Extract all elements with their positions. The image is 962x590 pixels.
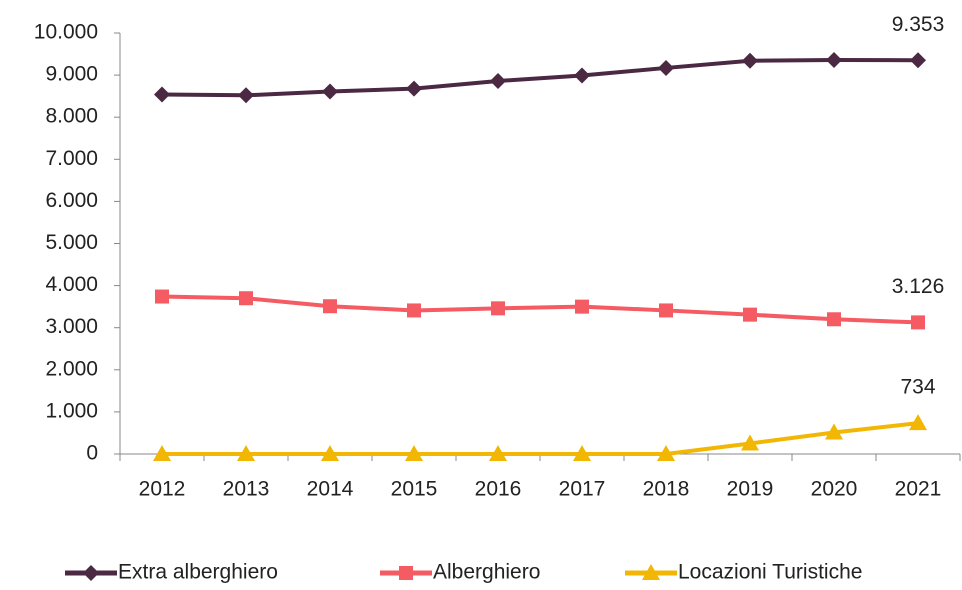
legend-label: Alberghiero — [433, 561, 540, 584]
data-label: 734 — [900, 376, 935, 399]
marker — [742, 52, 758, 69]
y-tick-label: 9.000 — [45, 63, 98, 86]
x-tick-label: 2018 — [643, 478, 690, 501]
marker — [491, 301, 505, 316]
marker — [154, 86, 170, 103]
y-tick-label: 1.000 — [45, 399, 98, 422]
marker — [657, 445, 675, 461]
marker — [237, 445, 255, 461]
y-tick-label: 6.000 — [45, 189, 98, 212]
marker — [489, 445, 507, 461]
x-tick-label: 2016 — [475, 478, 522, 501]
data-label: 3.126 — [892, 275, 945, 298]
y-tick-label: 4.000 — [45, 273, 98, 296]
marker — [153, 445, 171, 461]
x-tick-label: 2021 — [895, 478, 942, 501]
legend-label: Extra alberghiero — [118, 561, 278, 584]
marker — [83, 565, 99, 581]
marker — [323, 299, 337, 314]
series-line — [162, 421, 919, 456]
marker — [321, 445, 339, 461]
marker — [642, 564, 660, 580]
y-tick-label: 3.000 — [45, 315, 98, 338]
x-tick-label: 2020 — [811, 478, 858, 501]
marker — [407, 303, 421, 318]
x-tick-label: 2019 — [727, 478, 774, 501]
marker — [659, 303, 673, 318]
marker — [825, 423, 843, 440]
x-tick-label: 2013 — [223, 478, 270, 501]
series-line — [161, 294, 919, 325]
marker — [574, 67, 590, 84]
marker — [743, 307, 757, 322]
y-tick-label: 0 — [86, 442, 98, 465]
marker — [155, 289, 169, 304]
y-tick-label: 7.000 — [45, 147, 98, 170]
x-tick-label: 2012 — [139, 478, 186, 501]
marker — [827, 312, 841, 327]
marker — [322, 83, 338, 100]
data-label: 9.353 — [892, 13, 945, 36]
marker — [490, 72, 506, 89]
series-line — [161, 57, 919, 98]
x-tick-label: 2017 — [559, 478, 606, 501]
marker — [826, 51, 842, 68]
marker — [741, 434, 759, 451]
x-tick-label: 2015 — [391, 478, 438, 501]
marker — [239, 291, 253, 306]
marker — [406, 80, 422, 97]
marker — [911, 315, 925, 330]
y-tick-label: 2.000 — [45, 357, 98, 380]
marker — [573, 445, 591, 461]
marker — [909, 414, 927, 431]
marker — [910, 52, 926, 69]
legend-label: Locazioni Turistiche — [678, 561, 862, 584]
marker — [399, 566, 413, 580]
y-tick-label: 8.000 — [45, 105, 98, 128]
marker — [238, 87, 254, 104]
marker — [658, 59, 674, 76]
marker — [575, 299, 589, 314]
marker — [405, 445, 423, 461]
y-tick-label: 10.000 — [34, 21, 98, 44]
y-tick-label: 5.000 — [45, 231, 98, 254]
x-tick-label: 2014 — [307, 478, 354, 501]
